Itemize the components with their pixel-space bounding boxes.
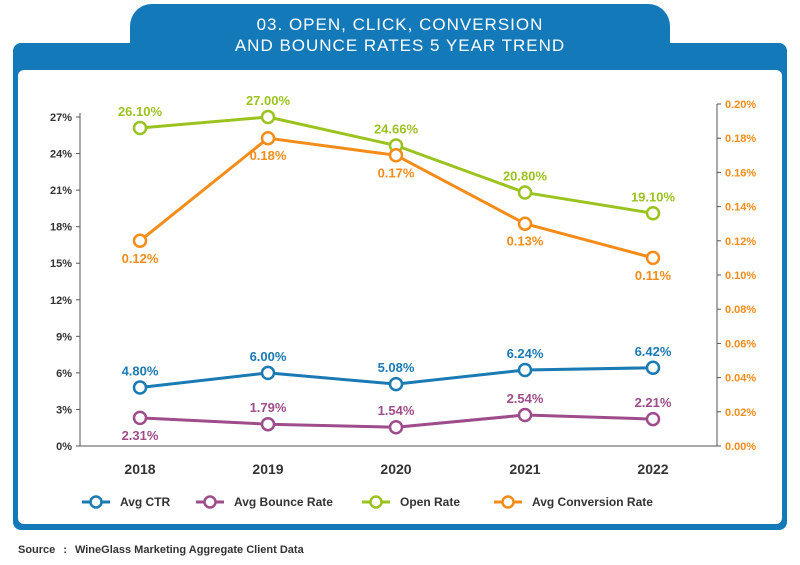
data-label: 4.80% [122, 364, 159, 379]
right-axis-tick-label: 0.08% [725, 304, 756, 316]
legend-open-rate-label: Open Rate [400, 495, 460, 509]
left-axis-tick-label: 9% [56, 331, 72, 343]
data-point-open-rate [517, 185, 533, 200]
data-label: 5.08% [378, 360, 415, 375]
data-label: 24.66% [374, 122, 419, 137]
left-axis-tick-label: 27% [50, 112, 72, 124]
left-axis-tick-label: 12% [50, 295, 72, 307]
source-separator: : [63, 544, 67, 556]
data-point-avg-conversion-rate [388, 148, 404, 163]
data-point-avg-conversion-rate [645, 250, 661, 266]
right-axis-tick-label: 0.12% [725, 236, 756, 248]
data-point-avg-ctr [388, 376, 404, 392]
data-point-avg-bounce-rate [517, 407, 533, 423]
data-point-avg-conversion-rate [132, 233, 148, 249]
right-axis-tick-label: 0.18% [725, 133, 756, 145]
data-label: 6.42% [635, 344, 672, 359]
left-axis-tick-label: 21% [50, 185, 72, 197]
data-label: 0.13% [507, 234, 544, 249]
data-point-avg-ctr [517, 362, 533, 378]
x-axis-category-label: 2022 [637, 461, 668, 477]
left-axis-tick-label: 24% [50, 149, 72, 161]
chart-title-line-1: 03. OPEN, CLICK, CONVERSION [256, 15, 544, 34]
chart-title: 03. OPEN, CLICK, CONVERSION AND BOUNCE R… [130, 14, 670, 56]
source-note: Source: WineGlass Marketing Aggregate Cli… [18, 544, 304, 556]
legend-avg-bounce-rate-marker [203, 495, 217, 509]
data-point-avg-ctr [132, 380, 148, 395]
series-lines [132, 109, 661, 435]
data-point-avg-conversion-rate [260, 130, 276, 146]
legend-avg-bounce-rate-label: Avg Bounce Rate [234, 495, 333, 509]
data-label: 2.31% [122, 428, 159, 443]
source-text: WineGlass Marketing Aggregate Client Dat… [74, 544, 304, 556]
right-axis-tick-label: 0.04% [725, 373, 756, 385]
chart-title-line-2: AND BOUNCE RATES 5 YEAR TREND [234, 36, 566, 55]
x-axis-category-label: 2021 [509, 461, 540, 477]
x-axis-category-label: 2019 [252, 461, 283, 477]
data-label: 19.10% [631, 189, 676, 204]
data-label: 0.17% [378, 165, 415, 180]
data-label: 6.00% [250, 349, 287, 364]
x-axis-category-label: 2018 [124, 461, 155, 477]
data-point-open-rate [645, 206, 661, 221]
right-axis-tick-label: 0.00% [725, 441, 756, 453]
data-label: 26.10% [118, 104, 163, 119]
data-point-avg-bounce-rate [645, 411, 661, 427]
data-point-avg-conversion-rate [517, 216, 533, 231]
data-label: 0.11% [635, 268, 672, 283]
right-axis-tick-label: 0.06% [725, 338, 756, 350]
data-label: 2.54% [507, 391, 544, 406]
legend-avg-ctr-marker [89, 495, 103, 509]
data-point-avg-ctr [645, 360, 661, 376]
source-label: Source [18, 544, 56, 556]
data-point-open-rate [260, 109, 276, 125]
data-point-avg-bounce-rate [388, 419, 404, 435]
left-axis-tick-label: 18% [50, 222, 72, 234]
data-label: 20.80% [503, 169, 548, 184]
data-label: 2.21% [635, 395, 672, 410]
axes: 0% 3% 6% 9% 12% 15% 18% 21% 24% 27% 0.00% 0.02% 0.04… [50, 99, 756, 477]
legend-avg-conversion-rate-marker [501, 495, 515, 509]
data-point-avg-bounce-rate [132, 410, 148, 426]
right-axis-tick-label: 0.20% [725, 99, 756, 111]
data-labels: 4.80% 6.00% 5.08% 6.24% 6.42% 2.31% 1.79% 1.54%… [118, 93, 676, 443]
left-axis-tick-label: 3% [56, 404, 72, 416]
legend-open-rate-marker [369, 495, 383, 509]
data-label: 0.12% [122, 251, 159, 266]
legend: Avg CTR Avg Bounce Rate Open Rate Avg Conve… [82, 495, 653, 509]
data-point-avg-bounce-rate [260, 416, 276, 432]
data-label: 6.24% [507, 346, 544, 361]
left-axis-tick-label: 15% [50, 258, 72, 270]
data-point-open-rate [132, 120, 148, 136]
right-axis-tick-label: 0.14% [725, 202, 756, 214]
right-axis-tick-label: 0.02% [725, 407, 756, 419]
left-axis-tick-label: 0% [56, 441, 72, 453]
left-axis-tick-label: 6% [56, 368, 72, 380]
right-axis-tick-label: 0.10% [725, 270, 756, 282]
legend-avg-conversion-rate-label: Avg Conversion Rate [532, 495, 653, 509]
data-point-avg-ctr [260, 365, 276, 381]
x-axis-category-label: 2020 [380, 461, 411, 477]
legend-avg-ctr-label: Avg CTR [120, 495, 171, 509]
title-tab [130, 4, 670, 68]
data-label: 1.54% [378, 403, 415, 418]
data-label: 1.79% [250, 400, 287, 415]
right-axis-tick-label: 0.16% [725, 167, 756, 179]
data-label: 27.00% [246, 93, 291, 108]
data-label: 0.18% [250, 148, 287, 163]
